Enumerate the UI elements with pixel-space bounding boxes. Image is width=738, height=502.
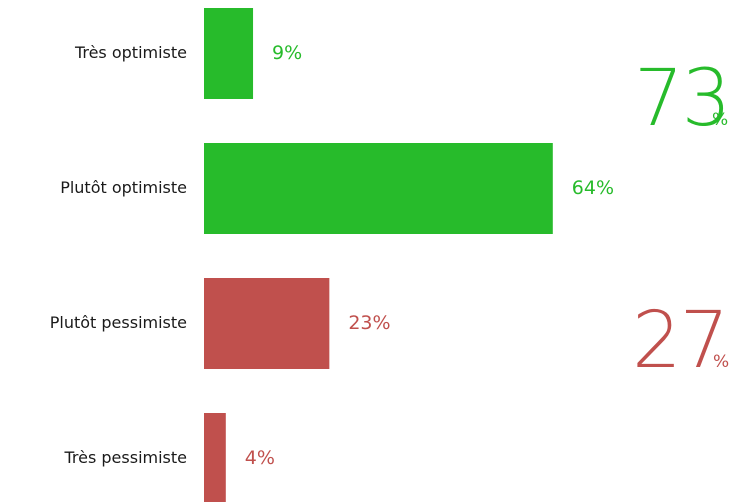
value-label-0: 9% <box>272 42 302 64</box>
bar-0 <box>204 8 254 99</box>
bar-2 <box>204 278 330 369</box>
total-pessimist-value: 27 <box>632 296 727 386</box>
value-label-1: 64% <box>572 177 614 199</box>
total-optimist-value: 73 <box>634 54 729 144</box>
bars-layer: Très optimiste 9% Plutôt optimiste 64% Plutô… <box>50 8 614 502</box>
bar-3 <box>204 413 226 502</box>
total-optimist-unit: % <box>712 110 728 130</box>
category-label-2: Plutôt pessimiste <box>50 313 187 332</box>
bar-1 <box>204 143 553 234</box>
value-label-2: 23% <box>348 312 390 334</box>
category-label-3: Très pessimiste <box>63 448 187 467</box>
category-label-1: Plutôt optimiste <box>60 178 187 197</box>
value-label-3: 4% <box>245 447 275 469</box>
category-label-0: Très optimiste <box>74 43 187 62</box>
total-pessimist-unit: % <box>713 352 729 372</box>
